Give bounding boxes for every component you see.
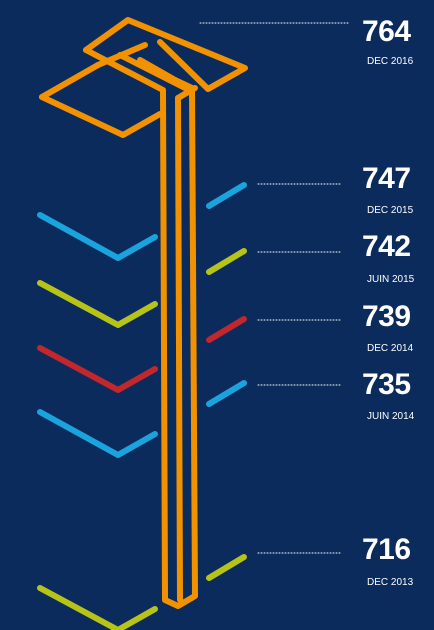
date: DEC 2015 xyxy=(367,205,414,216)
date: DEC 2013 xyxy=(367,577,414,588)
date: JUIN 2015 xyxy=(367,274,415,285)
date: JUIN 2014 xyxy=(367,411,415,422)
value: 742 xyxy=(362,230,411,263)
leader-lines xyxy=(199,22,351,554)
value: 747 xyxy=(362,162,411,195)
value: 735 xyxy=(362,368,411,401)
value: 764 xyxy=(362,15,411,48)
column xyxy=(39,17,248,609)
chevrons xyxy=(37,212,158,630)
date: DEC 2016 xyxy=(367,56,414,67)
value: 739 xyxy=(362,300,411,333)
date: DEC 2014 xyxy=(367,343,414,354)
value: 716 xyxy=(362,533,411,566)
dashes xyxy=(206,182,247,581)
